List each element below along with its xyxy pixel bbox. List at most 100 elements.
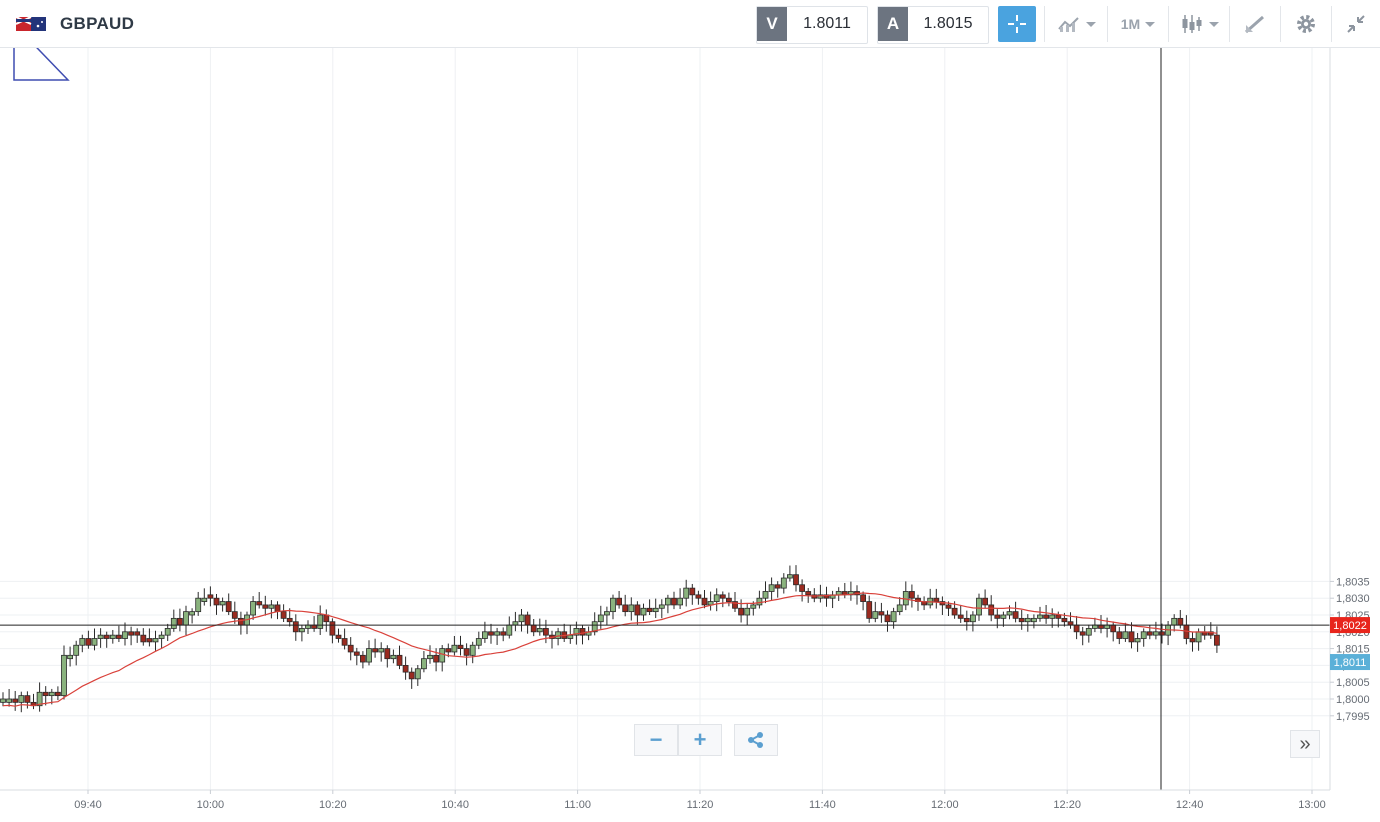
candle-body: [170, 617, 177, 629]
candle: [1098, 615, 1104, 634]
candle: [30, 693, 37, 710]
candle: [61, 645, 67, 700]
candle-body: [878, 611, 885, 616]
candle: [1085, 624, 1092, 643]
time-tick-label: 13:00: [1298, 799, 1326, 811]
candle-body: [500, 631, 507, 636]
candle: [610, 594, 616, 620]
candle: [976, 593, 982, 621]
candle-body: [1043, 614, 1049, 619]
candle-body: [982, 597, 988, 606]
collapse-button[interactable]: [1331, 6, 1380, 42]
candle: [323, 609, 330, 632]
candle: [811, 588, 818, 603]
candle: [713, 588, 720, 612]
candle: [116, 625, 122, 643]
candle: [152, 630, 159, 651]
candle-body: [970, 614, 976, 623]
candle-body: [1000, 614, 1007, 619]
candle: [12, 690, 19, 711]
candle: [262, 595, 269, 616]
candle: [604, 606, 610, 626]
candle: [640, 603, 647, 621]
collapse-icon: [1347, 15, 1365, 33]
candle-body: [195, 597, 202, 613]
indicators-button[interactable]: [1044, 6, 1107, 42]
candle-body: [256, 601, 263, 606]
candle: [549, 630, 555, 649]
candle: [860, 591, 866, 611]
candle-body: [597, 614, 604, 623]
candle: [665, 594, 671, 614]
candle-body: [237, 617, 244, 626]
zoom-out-button[interactable]: −: [634, 724, 678, 756]
symbol-selector[interactable]: GBPAUD: [16, 12, 134, 36]
candlestick-chart[interactable]: 1,79951,80001,80051,80101,80151,80201,80…: [0, 48, 1380, 822]
candle: [579, 624, 586, 645]
candle: [677, 588, 683, 610]
candle-body: [18, 695, 25, 703]
candle: [1122, 622, 1129, 642]
candle-body: [292, 621, 299, 633]
candle: [591, 612, 598, 636]
candle-body: [976, 597, 982, 616]
bid-quote[interactable]: V 1.8011: [756, 6, 868, 44]
candle-body: [427, 654, 433, 660]
share-icon: [748, 732, 763, 748]
candle-body: [768, 584, 775, 592]
candle: [213, 593, 220, 615]
candle-body: [671, 597, 677, 606]
candle-body: [506, 624, 513, 636]
candle-body: [787, 574, 793, 579]
candle: [164, 623, 171, 642]
candle-body: [713, 594, 720, 602]
candle: [244, 611, 250, 635]
candle: [536, 618, 543, 636]
candle-body: [481, 631, 488, 639]
candle-body: [366, 648, 372, 663]
candle-body: [219, 601, 226, 606]
candle: [543, 619, 549, 644]
drawing-tools-button[interactable]: [1229, 6, 1280, 42]
candle-body: [945, 604, 952, 609]
candle: [79, 634, 86, 653]
candle: [1177, 609, 1184, 629]
candle: [353, 647, 360, 666]
candle-body: [555, 631, 561, 639]
candle-body: [616, 597, 622, 606]
share-button[interactable]: [734, 724, 778, 756]
candle: [945, 601, 952, 617]
candle-body: [353, 651, 360, 656]
candle: [341, 628, 348, 650]
candle: [280, 604, 287, 623]
candle-body: [91, 638, 98, 646]
candle-body: [957, 614, 964, 619]
candle: [1189, 632, 1196, 652]
candle-body: [73, 644, 80, 656]
candle: [158, 631, 165, 649]
candle-body: [201, 597, 208, 602]
ask-quote[interactable]: A 1.8015: [877, 6, 989, 44]
candle: [128, 626, 135, 646]
candle-body: [323, 614, 330, 623]
candle: [1116, 627, 1123, 645]
candle-body: [994, 614, 1001, 619]
settings-button[interactable]: [1280, 6, 1331, 42]
candle: [1073, 615, 1080, 640]
chart-type-button[interactable]: [1168, 6, 1229, 42]
candle-body: [1153, 631, 1159, 636]
crosshair-button[interactable]: [998, 6, 1036, 42]
timeframe-selector[interactable]: 1M: [1107, 6, 1168, 42]
candle: [915, 594, 921, 611]
candle-body: [817, 594, 824, 599]
candle-body: [860, 594, 866, 602]
scroll-to-end-button[interactable]: »: [1290, 730, 1320, 758]
price-tick-label: 1,8005: [1336, 677, 1370, 689]
candle-body: [835, 591, 842, 596]
candle-body: [109, 634, 116, 639]
candle-body: [701, 597, 708, 606]
drawing-triangle[interactable]: [13, 48, 70, 81]
candle: [122, 622, 128, 646]
zoom-in-button[interactable]: +: [678, 724, 722, 756]
candle: [652, 598, 659, 619]
